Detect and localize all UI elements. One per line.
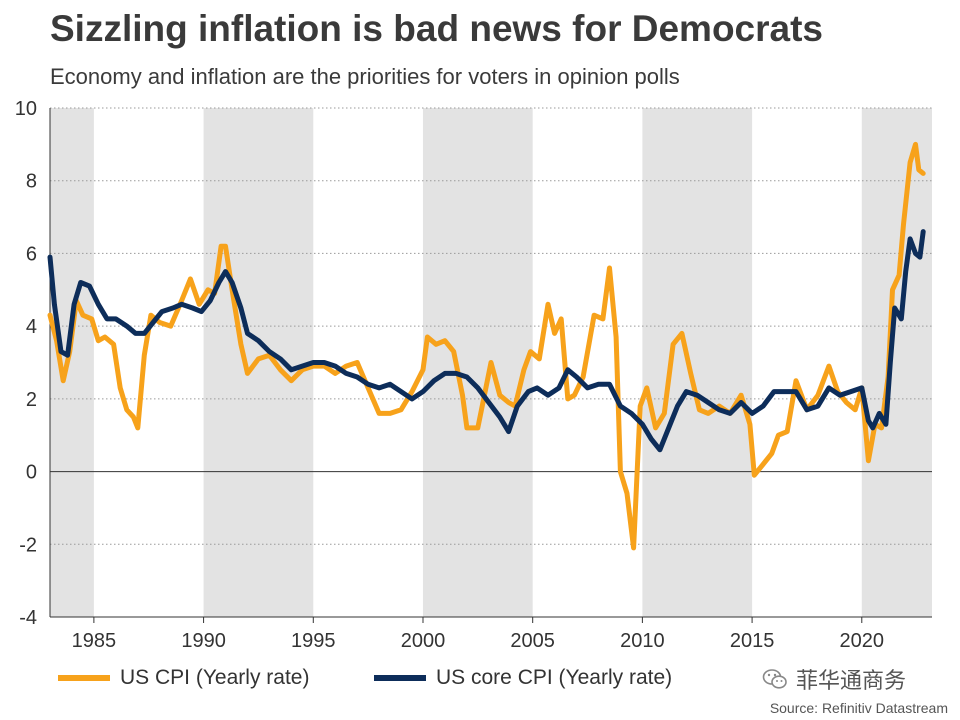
y-tick-label: 10 bbox=[15, 98, 37, 120]
gridlines bbox=[50, 107, 932, 545]
shaded-band-0 bbox=[50, 108, 94, 617]
y-tick-label: 8 bbox=[26, 171, 37, 193]
source-note: Source: Refinitiv Datastream bbox=[769, 700, 948, 716]
wechat-icon bbox=[762, 669, 787, 689]
legend-label-us-core-cpi: US core CPI (Yearly rate) bbox=[436, 666, 673, 689]
x-tick-label: 2020 bbox=[840, 630, 885, 652]
y-tick-label: -2 bbox=[19, 534, 37, 556]
shaded-bands bbox=[50, 108, 932, 617]
series-line-us-cpi bbox=[47, 141, 926, 551]
legend-item-us-core-cpi: US core CPI (Yearly rate) bbox=[374, 666, 672, 690]
legend-item-us-cpi: US CPI (Yearly rate) bbox=[58, 666, 309, 690]
x-tick-label: 2015 bbox=[730, 630, 775, 652]
x-tick-label: 2005 bbox=[510, 630, 555, 652]
chart-subtitle: Economy and inflation are the priorities… bbox=[50, 64, 680, 89]
watermark-text: 菲华通商务 bbox=[796, 668, 907, 693]
y-tick-label: 6 bbox=[26, 243, 37, 265]
y-tick-label: -4 bbox=[19, 607, 37, 629]
x-tick-label: 1985 bbox=[72, 630, 117, 652]
x-tick-label: 2000 bbox=[401, 630, 446, 652]
y-tick-label: 0 bbox=[26, 462, 37, 484]
series-line-us-core-cpi bbox=[47, 229, 926, 453]
x-tick-label: 1990 bbox=[181, 630, 226, 652]
chart-title: Sizzling inflation is bad news for Democ… bbox=[50, 8, 824, 49]
shaded-band-3 bbox=[642, 108, 753, 617]
y-tick-label: 2 bbox=[26, 389, 37, 411]
watermark: 菲华通商务 bbox=[762, 663, 906, 695]
series-lines bbox=[47, 141, 926, 551]
legend-label-us-cpi: US CPI (Yearly rate) bbox=[120, 666, 310, 689]
legend-swatch-us-core-cpi bbox=[374, 675, 426, 681]
shaded-band-4 bbox=[861, 108, 932, 617]
legend-swatch-us-cpi bbox=[58, 675, 110, 681]
x-tick-label: 1995 bbox=[291, 630, 336, 652]
x-tick-label: 2010 bbox=[620, 630, 665, 652]
shaded-band-2 bbox=[422, 108, 533, 617]
y-tick-label: 4 bbox=[26, 316, 37, 338]
axes: -4 -2 0 2 4 6 8 10 1985 1990 1995 2000 2005 2010 2015 2… bbox=[15, 98, 932, 652]
